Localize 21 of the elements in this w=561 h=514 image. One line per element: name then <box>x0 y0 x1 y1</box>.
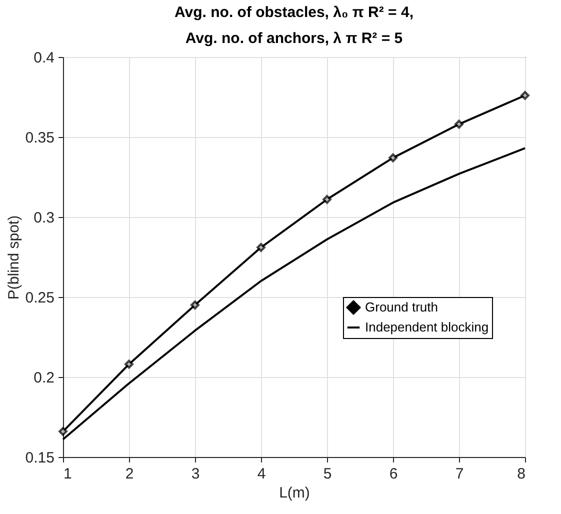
text: Avg. no. of obstacles, λ₀ π R² = 4, <box>174 4 414 21</box>
y-tick-label: 0.35 <box>25 130 54 146</box>
x-tick-label: 5 <box>323 466 332 482</box>
x-tick-label: 8 <box>517 466 526 482</box>
y-tick-label: 0.4 <box>34 50 54 66</box>
x-tick-label: 7 <box>455 466 464 482</box>
x-tick-label: 1 <box>64 466 72 482</box>
x-tick-label: 2 <box>125 466 134 482</box>
y-tick-label: 0.2 <box>34 370 54 386</box>
y-tick-label: 0.3 <box>34 210 54 226</box>
x-tick-label: 4 <box>257 466 266 482</box>
legend-label: Independent blocking <box>365 320 489 334</box>
x-tick-label: 6 <box>389 466 398 482</box>
line-series <box>62 147 526 440</box>
text: Avg. no. of anchors, λ π R² = 5 <box>185 30 403 47</box>
y-tick-label: 0.15 <box>25 450 54 466</box>
x-tick-label: 3 <box>191 466 200 482</box>
legend-label: Ground truth <box>365 300 438 314</box>
y-axis-title: P(blind spot) <box>5 215 22 300</box>
x-axis-title: L(m) <box>279 484 310 502</box>
y-tick-label: 0.25 <box>25 290 54 306</box>
